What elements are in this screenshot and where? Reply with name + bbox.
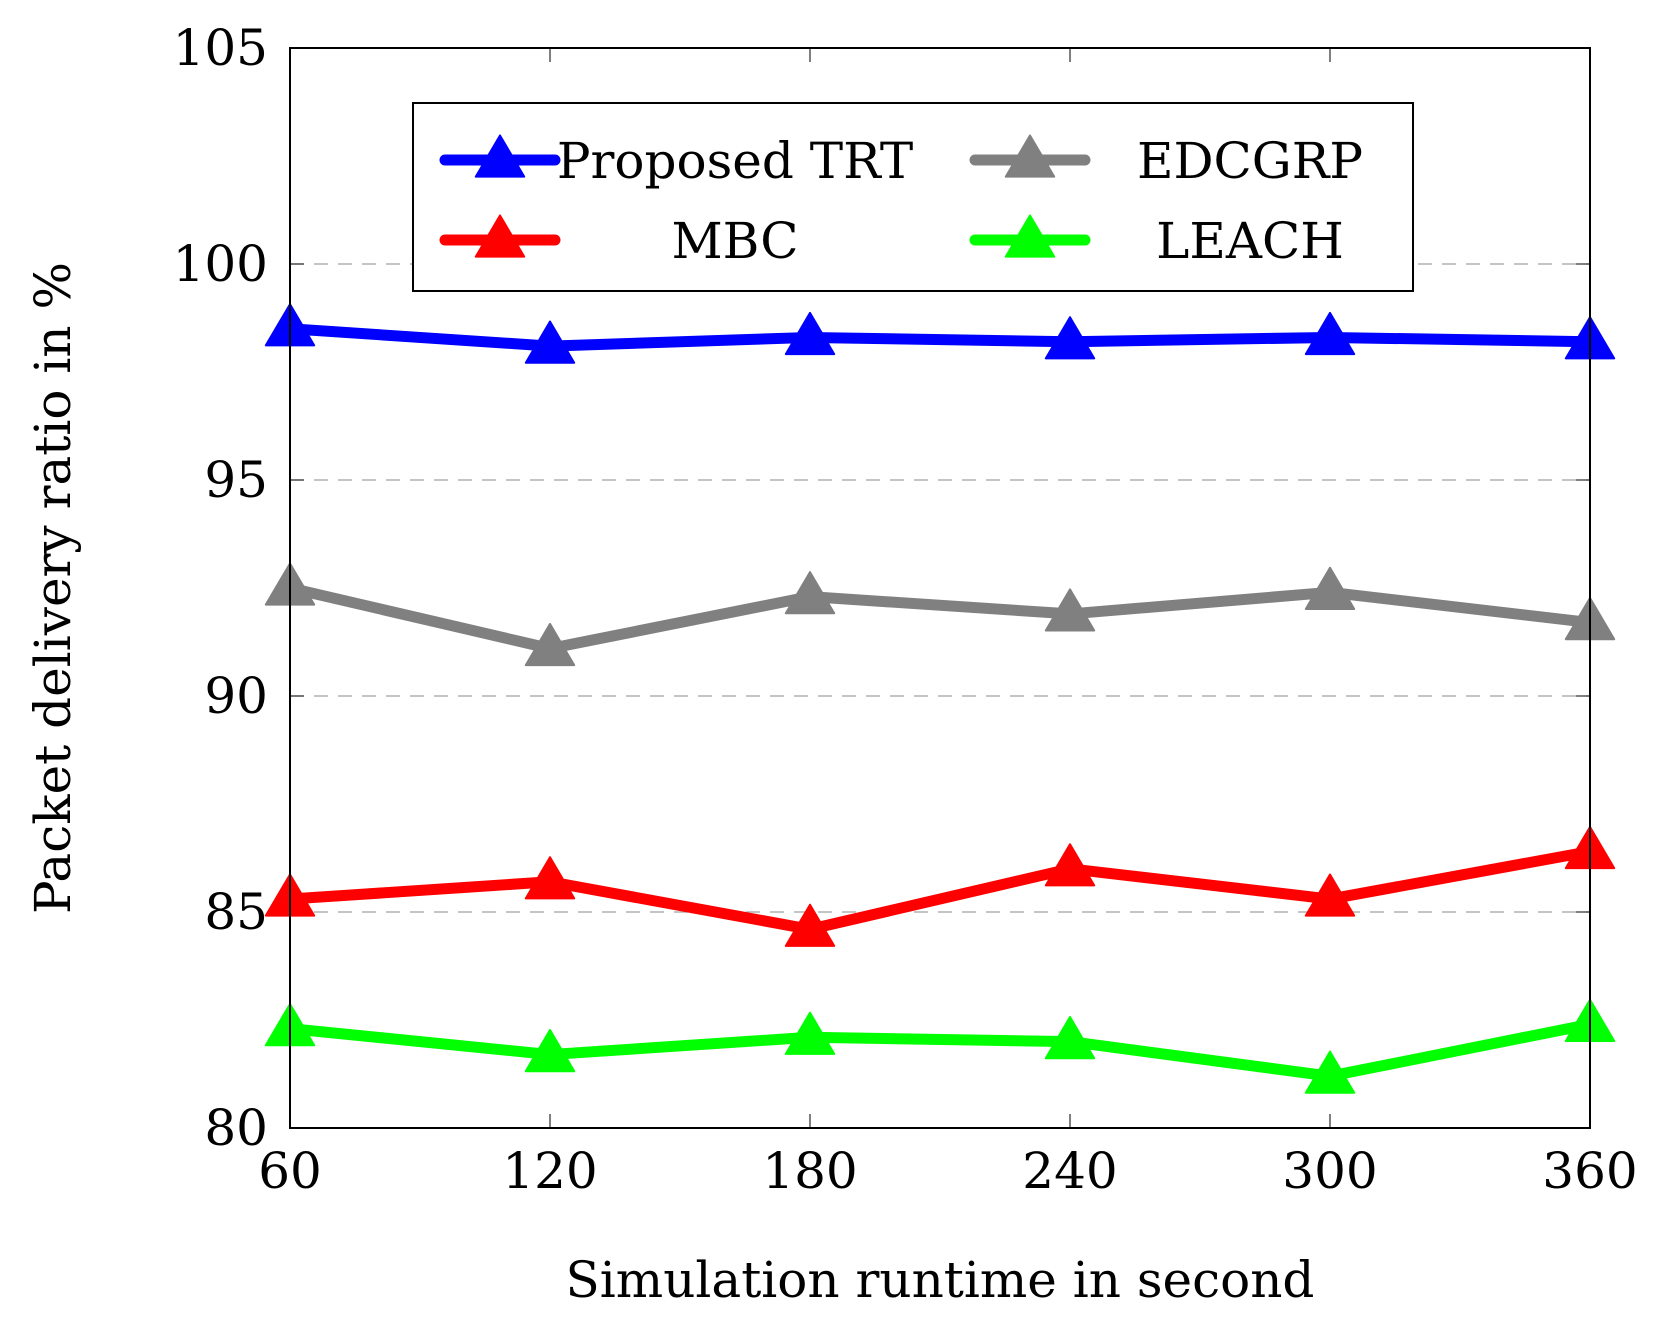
legend-label-mbc: MBC: [671, 212, 798, 270]
series-mbc: [264, 825, 1616, 947]
x-tick-label-60: 60: [258, 1142, 322, 1200]
legend-marker-proposed-trt: [474, 134, 526, 178]
y-axis-label: Packet delivery ratio in %: [24, 262, 82, 914]
legend: Proposed TRT EDCGRP MBC LEACH: [412, 102, 1414, 292]
point-mbc-120: [524, 856, 576, 900]
y-tick-label-85: 85: [204, 883, 268, 941]
point-proposed-trt-240: [1044, 316, 1096, 360]
legend-entry-leach: LEACH: [969, 212, 1344, 270]
point-leach-120: [524, 1029, 576, 1073]
tick-labels: 80 85 90 95 100 105 60 120 180 240 300 360: [173, 19, 1638, 1200]
x-tick-label-360: 360: [1542, 1142, 1637, 1200]
series-proposed-trt: [264, 303, 1616, 364]
series-line-mbc: [284, 846, 1596, 935]
legend-label-proposed-trt: Proposed TRT: [557, 132, 913, 190]
x-tick-label-180: 180: [762, 1142, 857, 1200]
legend-entry-mbc: MBC: [439, 212, 799, 270]
x-axis-label: Simulation runtime in second: [566, 1251, 1315, 1309]
point-edcgrp-120: [524, 622, 576, 667]
legend-marker-edcgrp: [1004, 134, 1056, 178]
point-edcgrp-180: [784, 571, 836, 615]
grid-lines: [290, 263, 1590, 913]
point-leach-300: [1304, 1050, 1356, 1094]
legend-entry-proposed-trt: Proposed TRT: [439, 132, 913, 190]
x-tick-label-240: 240: [1022, 1142, 1117, 1200]
series-edcgrp: [264, 562, 1616, 667]
legend-entry-edcgrp: EDCGRP: [969, 132, 1363, 190]
legend-label-edcgrp: EDCGRP: [1137, 132, 1363, 190]
series-line-leach: [284, 1018, 1596, 1082]
point-leach-180: [784, 1011, 836, 1055]
legend-box: [412, 102, 1414, 292]
x-tick-label-300: 300: [1282, 1142, 1377, 1200]
y-tick-label-100: 100: [173, 235, 268, 293]
series-leach: [264, 998, 1616, 1094]
legend-label-leach: LEACH: [1156, 212, 1344, 270]
legend-marker-leach: [1004, 214, 1056, 258]
point-edcgrp-240: [1044, 588, 1096, 632]
point-leach-240: [1044, 1016, 1096, 1060]
point-edcgrp-300: [1304, 566, 1356, 610]
series-line-edcgrp: [284, 582, 1596, 654]
y-tick-label-95: 95: [204, 451, 268, 509]
point-proposed-trt-120: [524, 320, 576, 364]
series-lines: [264, 303, 1616, 1094]
point-mbc-240: [1044, 843, 1096, 887]
x-tick-label-120: 120: [502, 1142, 597, 1200]
point-proposed-trt-300: [1304, 311, 1356, 356]
plot-frame: [289, 47, 1591, 1129]
point-mbc-180: [784, 903, 836, 947]
legend-marker-mbc: [474, 214, 526, 258]
series-line-proposed-trt: [284, 323, 1596, 352]
y-tick-label-90: 90: [204, 667, 268, 725]
y-tick-label-80: 80: [204, 1099, 268, 1157]
point-mbc-300: [1304, 873, 1356, 917]
y-tick-label-105: 105: [173, 19, 268, 77]
point-proposed-trt-180: [784, 311, 836, 356]
